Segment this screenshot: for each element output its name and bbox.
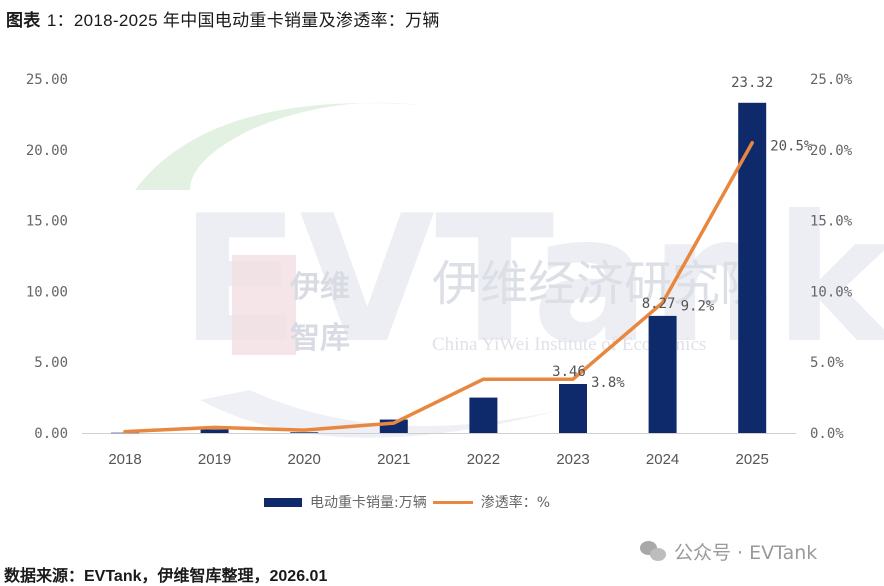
- watermark-logo-square: [232, 255, 296, 355]
- left-tick-label: 5.00: [34, 355, 68, 371]
- bar-value-label: 8.27: [642, 296, 676, 312]
- data-labels: 3.46 8.27 23.32 3.8% 9.2% 20.5%: [552, 75, 813, 391]
- x-tick-label: 2024: [646, 451, 679, 468]
- x-tick-label: 2025: [736, 451, 769, 468]
- bar: [648, 315, 677, 433]
- watermark-swoosh-top: [135, 102, 420, 190]
- penetration-line: [123, 140, 754, 434]
- watermark-logo-text-2: 智库: [290, 321, 350, 356]
- watermark-evtank-text: EVTank: [180, 179, 884, 382]
- x-tick-label: 2021: [377, 451, 410, 468]
- account-watermark-text: 公众号 · EVTank: [674, 542, 818, 564]
- bar: [200, 429, 229, 433]
- left-tick-label: 10.00: [26, 284, 68, 300]
- account-watermark: 公众号 · EVTank: [640, 538, 817, 565]
- left-tick-label: 15.00: [26, 214, 68, 230]
- bar: [469, 397, 498, 433]
- right-tick-label: 15.0%: [810, 214, 853, 230]
- legend: 电动重卡销量:万辆 渗透率：%: [264, 492, 550, 512]
- chart-title-text: 2018-2025 年中国电动重卡销量及渗透率：万辆: [73, 11, 440, 30]
- right-tick-label: 10.0%: [810, 284, 853, 300]
- chart-title: 图表 1：2018-2025 年中国电动重卡销量及渗透率：万辆: [6, 6, 440, 31]
- line-value-label: 20.5%: [770, 139, 813, 155]
- right-tick-label: 5.0%: [810, 355, 844, 371]
- wechat-icon: [640, 540, 668, 563]
- x-tick-label: 2018: [108, 451, 141, 468]
- right-tick-label: 25.0%: [810, 72, 853, 88]
- bar: [559, 384, 587, 433]
- line-value-label: 9.2%: [681, 299, 715, 315]
- chart-title-number: 1：: [46, 11, 74, 30]
- legend-bar-label: 电动重卡销量:万辆: [310, 495, 427, 511]
- bar-value-label: 3.46: [552, 364, 586, 380]
- x-tick-label: 2022: [467, 451, 500, 468]
- legend-line-label: 渗透率：%: [480, 495, 551, 511]
- right-axis: 0.0% 5.0% 10.0% 15.0% 20.0% 25.0%: [810, 72, 853, 442]
- left-tick-label: 20.00: [26, 143, 68, 159]
- chart-title-prefix: 图表: [6, 11, 41, 31]
- line-value-label: 3.8%: [591, 375, 625, 391]
- watermark-logo-text-1: 伊维: [289, 270, 350, 305]
- watermark-org-en: China YiWei Institute of Economics: [432, 334, 706, 355]
- left-tick-label: 0.00: [34, 426, 68, 442]
- x-axis: 2018 2019 2020 2021 2022 2023 2024 2025: [108, 451, 769, 468]
- left-tick-label: 25.00: [26, 72, 68, 88]
- left-axis: 0.00 5.00 10.00 15.00 20.00 25.00: [26, 72, 68, 442]
- legend-bar-swatch: [264, 497, 302, 507]
- bar-value-label: 23.32: [731, 75, 773, 91]
- right-tick-label: 20.0%: [810, 143, 853, 159]
- x-tick-label: 2020: [288, 451, 321, 468]
- watermark-org-cn: 伊维经济研究院: [432, 256, 768, 312]
- legend-line-swatch: [432, 500, 473, 504]
- x-tick-label: 2023: [556, 451, 589, 468]
- bar: [290, 432, 319, 433]
- watermark: EVTank 伊维 智库 伊维经济研究院 China YiWei Institu…: [135, 102, 884, 438]
- bar: [738, 102, 767, 433]
- data-source: 数据来源：EVTank，伊维智库整理，2026.01: [4, 568, 328, 585]
- x-tick-label: 2019: [198, 451, 231, 468]
- right-tick-label: 0.0%: [810, 426, 844, 442]
